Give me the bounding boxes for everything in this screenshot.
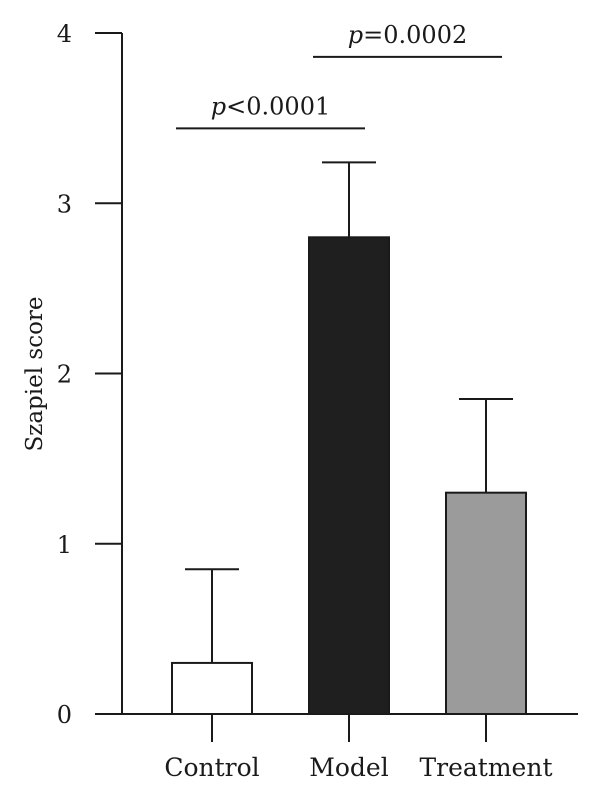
bar-model xyxy=(308,236,390,716)
y-tick-label: 2 xyxy=(57,361,72,389)
y-tick-label: 3 xyxy=(57,190,72,218)
significance-annotations: p<0.0001 p=0.0002 xyxy=(176,21,502,130)
y-tick-label: 0 xyxy=(57,701,72,729)
bar-control xyxy=(171,661,253,715)
significance-label: p=0.0002 xyxy=(348,21,467,49)
x-axis: Control Model Treatment xyxy=(95,713,578,782)
y-axis-label: Szapiel score xyxy=(22,296,48,451)
bar-treatment xyxy=(445,491,527,715)
bars xyxy=(171,236,527,716)
y-tick-label: 4 xyxy=(57,20,72,48)
y-axis: 0 1 2 3 4 xyxy=(57,20,123,729)
x-tick-label: Control xyxy=(164,753,259,782)
significance-label: p<0.0001 xyxy=(211,92,330,120)
x-tick-label: Treatment xyxy=(419,753,552,782)
error-bars xyxy=(185,161,513,663)
x-tick-label: Model xyxy=(309,753,388,782)
y-tick-label: 1 xyxy=(57,531,72,559)
